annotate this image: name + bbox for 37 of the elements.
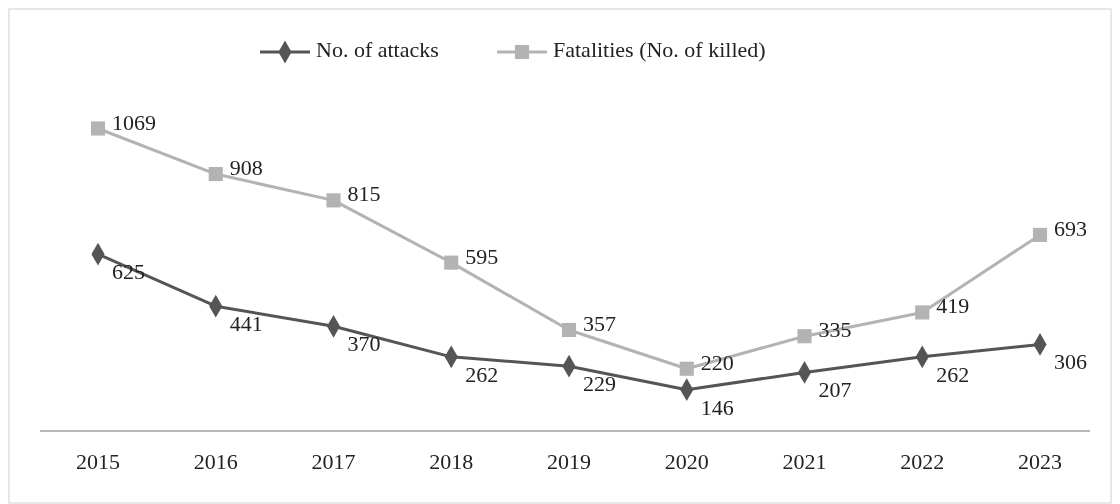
x-tick-label: 2017 (311, 449, 356, 474)
data-label: 815 (347, 181, 381, 207)
data-label: 595 (465, 243, 499, 269)
data-label: 262 (465, 361, 499, 387)
data-label: 262 (936, 361, 970, 387)
x-tick-label: 2016 (193, 449, 238, 474)
data-label: 146 (700, 394, 734, 420)
data-label: 693 (1054, 215, 1087, 241)
x-tick-label: 2022 (900, 449, 945, 474)
data-label: 908 (229, 155, 263, 181)
legend-label: Fatalities (No. of killed) (553, 37, 766, 63)
point (90, 121, 106, 136)
data-label: 419 (936, 293, 970, 319)
data-label: 207 (818, 377, 852, 403)
data-label: 357 (583, 311, 616, 337)
x-tick-label: 2019 (547, 449, 591, 474)
x-tick-label: 2023 (1018, 449, 1062, 474)
data-label: 441 (229, 311, 263, 337)
data-label: 1069 (112, 109, 156, 135)
point (797, 329, 812, 344)
data-label: 220 (700, 349, 734, 375)
point (915, 305, 930, 320)
x-tick-label: 2021 (782, 449, 827, 474)
data-label: 335 (818, 317, 852, 343)
point (326, 193, 341, 208)
x-tick-label: 2015 (76, 449, 120, 474)
data-label: 370 (347, 331, 381, 357)
point (561, 322, 577, 338)
data-label: 306 (1054, 349, 1087, 375)
point (1032, 227, 1048, 242)
data-label: 229 (583, 371, 616, 397)
legend-label: No. of attacks (316, 37, 439, 63)
point (679, 361, 694, 376)
x-tick-label: 2020 (664, 449, 709, 474)
point (444, 255, 459, 270)
x-tick-label: 2018 (429, 449, 474, 474)
point (208, 166, 223, 182)
